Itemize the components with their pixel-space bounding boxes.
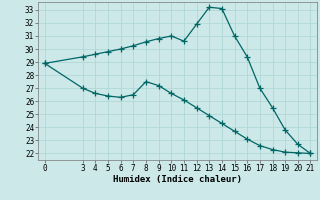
X-axis label: Humidex (Indice chaleur): Humidex (Indice chaleur) — [113, 175, 242, 184]
